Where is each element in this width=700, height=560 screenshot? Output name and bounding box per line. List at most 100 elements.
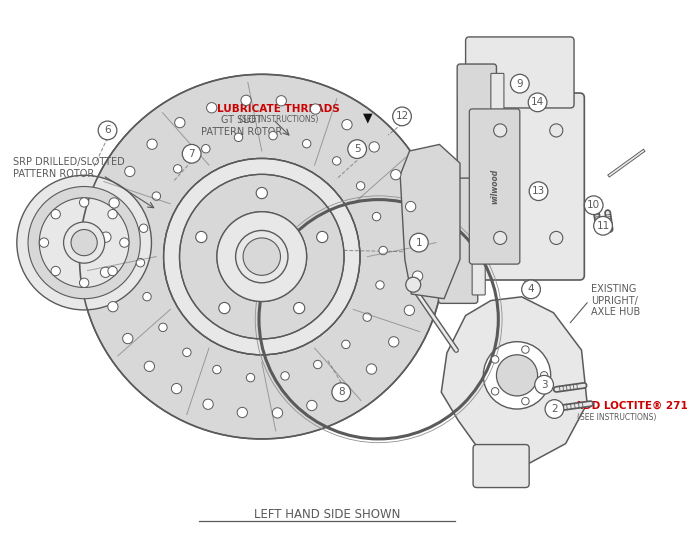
Circle shape (39, 238, 48, 248)
Circle shape (80, 278, 89, 287)
Circle shape (64, 222, 105, 263)
Circle shape (366, 364, 377, 374)
Circle shape (243, 238, 281, 276)
Circle shape (98, 121, 117, 140)
Circle shape (494, 124, 507, 137)
Text: GT SLOT
PATTERN ROTOR: GT SLOT PATTERN ROTOR (201, 115, 282, 137)
Circle shape (522, 398, 529, 405)
Circle shape (496, 355, 538, 396)
Circle shape (528, 93, 547, 111)
Text: 2: 2 (551, 404, 558, 414)
Circle shape (139, 224, 148, 232)
Text: 14: 14 (531, 97, 544, 108)
Circle shape (71, 230, 97, 256)
Circle shape (510, 74, 529, 93)
Text: LUBRICATE THREADS: LUBRICATE THREADS (217, 104, 340, 114)
Circle shape (356, 181, 365, 190)
Text: 6: 6 (104, 125, 111, 136)
Circle shape (342, 119, 352, 130)
Text: 5: 5 (354, 144, 360, 154)
Circle shape (405, 202, 416, 212)
Circle shape (522, 346, 529, 353)
Text: 1: 1 (416, 237, 422, 248)
Circle shape (51, 267, 60, 276)
Circle shape (144, 361, 155, 371)
Circle shape (316, 231, 328, 242)
Circle shape (125, 166, 135, 176)
Circle shape (236, 231, 288, 283)
Text: 3: 3 (541, 380, 547, 390)
Circle shape (108, 209, 117, 219)
Circle shape (339, 385, 349, 396)
Circle shape (206, 102, 217, 113)
Circle shape (217, 212, 307, 301)
Circle shape (584, 196, 603, 214)
Circle shape (120, 238, 129, 248)
Circle shape (342, 340, 350, 348)
Circle shape (241, 95, 251, 105)
Polygon shape (400, 144, 460, 298)
Text: 9: 9 (517, 78, 523, 88)
Circle shape (101, 232, 111, 242)
Wedge shape (28, 186, 140, 298)
Circle shape (213, 365, 221, 374)
Circle shape (237, 407, 247, 418)
Text: 13: 13 (532, 186, 545, 196)
Circle shape (410, 234, 428, 252)
Circle shape (302, 139, 311, 148)
Text: 10: 10 (587, 200, 600, 210)
Circle shape (100, 267, 111, 277)
FancyBboxPatch shape (458, 93, 584, 280)
Circle shape (246, 374, 255, 382)
Circle shape (491, 356, 499, 363)
Circle shape (269, 132, 277, 140)
Text: 12: 12 (395, 111, 409, 122)
FancyBboxPatch shape (469, 109, 520, 264)
Circle shape (276, 96, 286, 106)
Circle shape (404, 305, 414, 315)
Circle shape (389, 337, 399, 347)
Circle shape (80, 198, 89, 207)
Circle shape (143, 292, 151, 301)
Polygon shape (441, 297, 587, 469)
Circle shape (348, 140, 367, 158)
FancyBboxPatch shape (473, 445, 529, 488)
Text: ADD LOCTITE® 271: ADD LOCTITE® 271 (575, 401, 687, 411)
Circle shape (108, 301, 118, 312)
Circle shape (413, 236, 424, 246)
FancyBboxPatch shape (438, 163, 477, 304)
Circle shape (550, 124, 563, 137)
Circle shape (174, 165, 182, 173)
Text: (SEE INSTRUCTIONS): (SEE INSTRUCTIONS) (239, 115, 318, 124)
Circle shape (535, 375, 554, 394)
Circle shape (540, 372, 548, 379)
Circle shape (393, 107, 412, 126)
Text: 4: 4 (528, 284, 534, 295)
Text: 8: 8 (338, 387, 344, 397)
Circle shape (203, 399, 214, 409)
FancyBboxPatch shape (466, 37, 574, 108)
Circle shape (182, 144, 201, 163)
Circle shape (379, 246, 387, 255)
FancyBboxPatch shape (457, 64, 496, 178)
FancyBboxPatch shape (472, 171, 485, 295)
Circle shape (494, 231, 507, 245)
Circle shape (550, 231, 563, 245)
Wedge shape (80, 74, 444, 439)
Circle shape (196, 231, 207, 242)
Circle shape (307, 400, 317, 410)
FancyBboxPatch shape (491, 73, 504, 169)
Circle shape (272, 408, 283, 418)
Circle shape (406, 277, 421, 292)
Circle shape (183, 348, 191, 357)
Circle shape (219, 302, 230, 314)
Circle shape (310, 104, 321, 114)
Circle shape (293, 302, 304, 314)
Circle shape (529, 182, 548, 200)
Text: 7: 7 (188, 149, 195, 159)
Circle shape (332, 157, 341, 165)
Circle shape (369, 142, 379, 152)
Circle shape (332, 383, 351, 402)
Circle shape (491, 388, 499, 395)
Circle shape (108, 267, 117, 276)
